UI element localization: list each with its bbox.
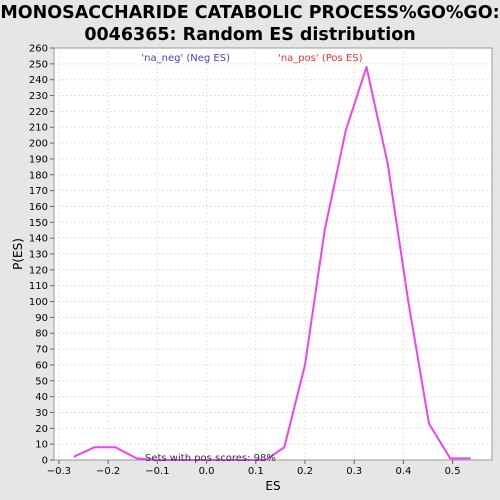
x-tick-label: −0.3 [47,466,71,477]
y-tick-label: 170 [29,186,48,197]
x-tick-label: 0.4 [395,466,411,477]
y-tick-label: 190 [29,154,48,165]
grid-lines [54,48,492,460]
y-tick-label: 200 [29,139,48,150]
y-tick-label: 150 [29,218,48,229]
y-tick-label: 230 [29,91,48,102]
y-tick-label: 10 [35,440,48,451]
chart-title-line-2: 0046365: Random ES distribution [84,25,416,45]
y-tick-label: 70 [35,345,48,356]
pos-scores-annotation: Sets with pos scores: 98% [145,453,276,464]
y-axis-ticks: 0 10 20 30 40 50 60 70 80 90 100 110 120 130 140 150 160… [29,44,54,467]
y-tick-label: 210 [29,123,48,134]
x-tick-label: 0.2 [297,466,313,477]
y-tick-label: 260 [29,44,48,55]
y-tick-label: 30 [35,408,48,419]
y-tick-label: 120 [29,265,48,276]
x-axis-label: ES [265,479,280,493]
x-tick-label: 0.0 [199,466,215,477]
chart-title: MONOSACCHARIDE CATABOLIC PROCESS%GO%GO: … [0,2,500,46]
y-tick-label: 60 [35,360,48,371]
y-tick-label: 250 [29,59,48,70]
x-tick-label: 0.5 [445,466,461,477]
y-tick-label: 80 [35,329,48,340]
series-group [73,66,471,461]
es-density-line [73,66,471,461]
chart-title-line-1: MONOSACCHARIDE CATABOLIC PROCESS%GO%GO: [0,3,500,23]
y-tick-label: 140 [29,234,48,245]
y-tick-label: 20 [35,424,48,435]
y-tick-label: 240 [29,75,48,86]
y-tick-label: 130 [29,250,48,261]
y-axis-label: P(ES) [11,238,25,270]
x-tick-label: 0.1 [248,466,264,477]
y-tick-label: 50 [35,376,48,387]
legend-neg-label: 'na_neg' (Neg ES) [141,53,230,64]
y-tick-label: 90 [35,313,48,324]
x-tick-label: −0.1 [145,466,169,477]
y-tick-label: 160 [29,202,48,213]
x-tick-label: −0.2 [96,466,120,477]
y-tick-label: 100 [29,297,48,308]
x-tick-label: 0.3 [346,466,362,477]
y-tick-label: 110 [29,281,48,292]
y-tick-label: 180 [29,170,48,181]
y-tick-label: 0 [42,456,48,467]
y-tick-label: 40 [35,392,48,403]
y-tick-label: 220 [29,107,48,118]
legend-pos-label: 'na_pos' (Pos ES) [278,53,363,64]
